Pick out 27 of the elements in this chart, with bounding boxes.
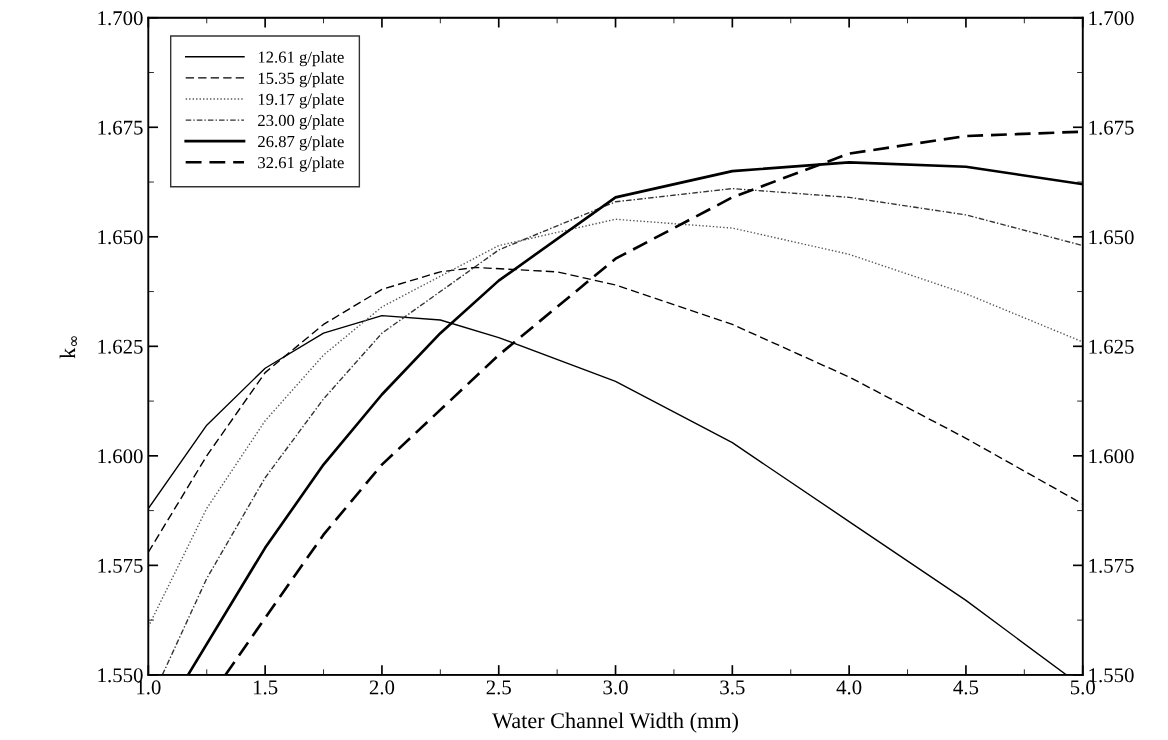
x-tick-label: 3.5 [720,680,745,695]
y-tick-label: 1.675 [98,120,143,135]
y-tick-label: 1.700 [98,11,143,26]
y-tick-label: 1.600 [98,449,143,464]
y2-tick-label: 1.600 [1089,449,1134,464]
legend-label: 19.17 g/plate [258,93,344,109]
y-tick-label: 1.575 [98,558,143,573]
x-axis-title: Water Channel Width (mm) [492,712,738,733]
x-tick-label: 2.5 [486,680,511,695]
legend-label: 32.61 g/plate [258,156,344,172]
y-tick-label: 1.625 [98,339,143,354]
legend-label: 26.87 g/plate [258,135,344,151]
legend-label: 15.35 g/plate [258,72,344,88]
y2-tick-label: 1.700 [1089,11,1134,26]
x-tick-label: 3.0 [603,680,628,695]
y2-tick-label: 1.675 [1089,120,1134,135]
y2-tick-label: 1.575 [1089,558,1134,573]
x-tick-label: 2.0 [369,680,395,695]
x-tick-label: 1.5 [253,680,278,695]
x-tick-label: 4.0 [836,680,862,695]
legend-label: 12.61 g/plate [258,51,344,67]
legend-label: 23.00 g/plate [258,114,344,130]
y-axis-title: k$_{∞}$ [59,336,77,359]
y2-tick-label: 1.650 [1089,230,1134,245]
y-tick-label: 1.650 [98,230,143,245]
y2-tick-label: 1.625 [1089,339,1134,354]
x-tick-label: 4.5 [953,680,979,695]
